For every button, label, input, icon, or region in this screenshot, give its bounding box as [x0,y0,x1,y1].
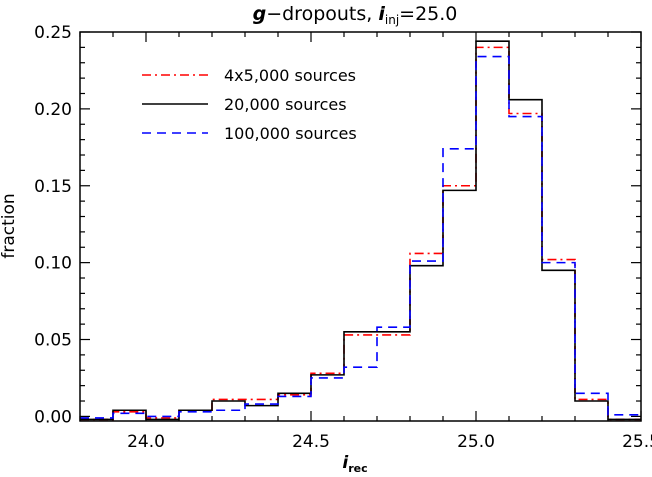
axis-ticks [79,31,642,421]
chart-title: g−dropouts, iinj=25.0 [253,3,458,27]
series-line-1 [80,46,641,421]
title-middle: −dropouts, [266,3,378,25]
series-layer [80,40,641,421]
x-axis-label: irec [342,453,367,475]
y-tick-label: 0.05 [34,331,72,351]
x-label-sub: rec [348,462,367,475]
x-tick-label: 24.5 [292,432,330,452]
y-tick-label: 0.00 [34,407,72,427]
title-sub: inj [385,13,399,27]
title-suffix: =25.0 [399,3,457,25]
y-axis-label: fraction [0,193,19,258]
series-line-3 [80,55,641,419]
title-var: i [378,3,385,25]
x-label-var: i [342,453,349,473]
plot-frame [79,31,642,422]
y-tick-label: 0.15 [34,177,72,197]
y-tick-label: 0.25 [34,23,72,43]
x-tick-label: 24.0 [127,432,165,452]
legend-label: 4x5,000 sources [224,66,356,85]
y-tick-label: 0.20 [34,100,72,120]
legend-label: 20,000 sources [224,95,347,114]
y-tick-label: 0.10 [34,254,72,274]
series-line-2 [80,40,641,421]
x-tick-label: 25.5 [622,432,652,452]
x-tick-label: 25.0 [457,432,495,452]
title-prefix: g [253,3,267,25]
legend-label: 100,000 sources [224,124,357,143]
legend: 4x5,000 sources 20,000 sources 100,000 sou… [142,66,357,143]
tick-labels: 24.0 24.5 25.0 25.5 0.00 0.05 0.10 0.15 0.20 0.25 [34,23,652,452]
